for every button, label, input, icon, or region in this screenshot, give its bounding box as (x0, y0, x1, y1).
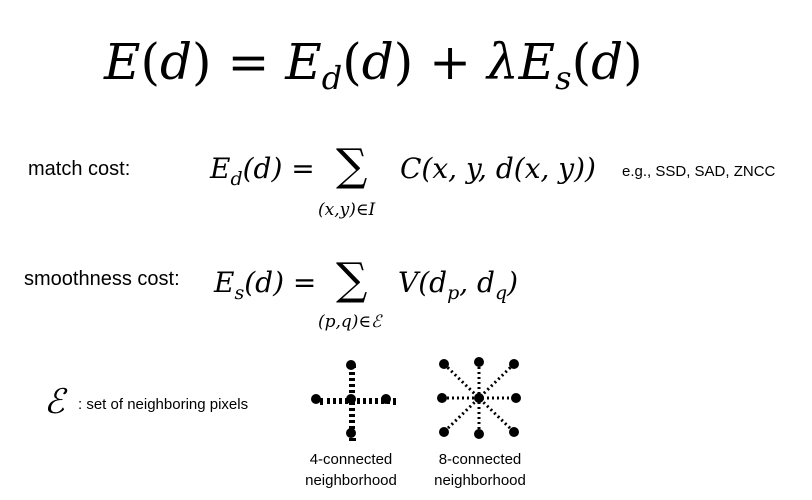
match-cost-sigma: ∑ (336, 140, 368, 191)
data-term: E (285, 33, 322, 91)
neighbor-pixel (511, 393, 521, 403)
eight-connected-diagram (437, 357, 521, 439)
four-horizontal-link (320, 398, 396, 404)
neighbor-pixel (311, 394, 321, 404)
eight-diagonal-link (442, 362, 516, 434)
neighbor-pixel (346, 360, 356, 370)
energy-equation: E(d) = Ed(d) + λEs(d) (104, 33, 643, 97)
neighbor-pixel (439, 359, 449, 369)
neighbor-set-description: : set of neighboring pixels (78, 396, 249, 413)
neighbor-pixel (437, 393, 447, 403)
energy-symbol: E (104, 33, 141, 91)
match-cost-examples: e.g., SSD, SAD, ZNCC (622, 163, 776, 180)
match-cost-limit: (x,y)∈I (318, 200, 376, 220)
neighbor-pixel (381, 394, 391, 404)
center-pixel (346, 394, 356, 404)
neighbor-set-symbol: ℰ (44, 382, 65, 422)
plus-sign: + (413, 33, 487, 91)
four-connected-caption: 4-connected neighborhood (305, 451, 397, 489)
match-cost-label: match cost: (28, 158, 131, 180)
smoothness-term: E (518, 33, 556, 91)
neighbor-pixel (346, 428, 356, 438)
smoothness-cost-rhs: V(dp, dq) (398, 266, 519, 304)
equals-sign: = (211, 33, 286, 91)
neighbor-pixel (509, 427, 519, 437)
neighbor-pixel (509, 359, 519, 369)
eight-connected-caption: 8-connected neighborhood (434, 451, 526, 489)
match-cost-rhs: C(x, y, d(x, y)) (400, 152, 596, 185)
center-pixel (474, 393, 484, 403)
neighbor-pixel (439, 427, 449, 437)
lambda-weight: λ (486, 33, 519, 91)
smoothness-cost-limit: (p,q)∈ℰ (318, 312, 382, 332)
match-cost-lhs: Ed(d) = (210, 152, 315, 190)
neighbor-pixel (474, 429, 484, 439)
four-connected-diagram (305, 360, 396, 441)
neighbor-pixel (474, 357, 484, 367)
smoothness-cost-sigma: ∑ (336, 254, 368, 305)
eight-diagonal-link (442, 362, 516, 434)
smoothness-cost-lhs: Es(d) = (214, 266, 317, 304)
smoothness-cost-label: smoothness cost: (24, 268, 180, 290)
